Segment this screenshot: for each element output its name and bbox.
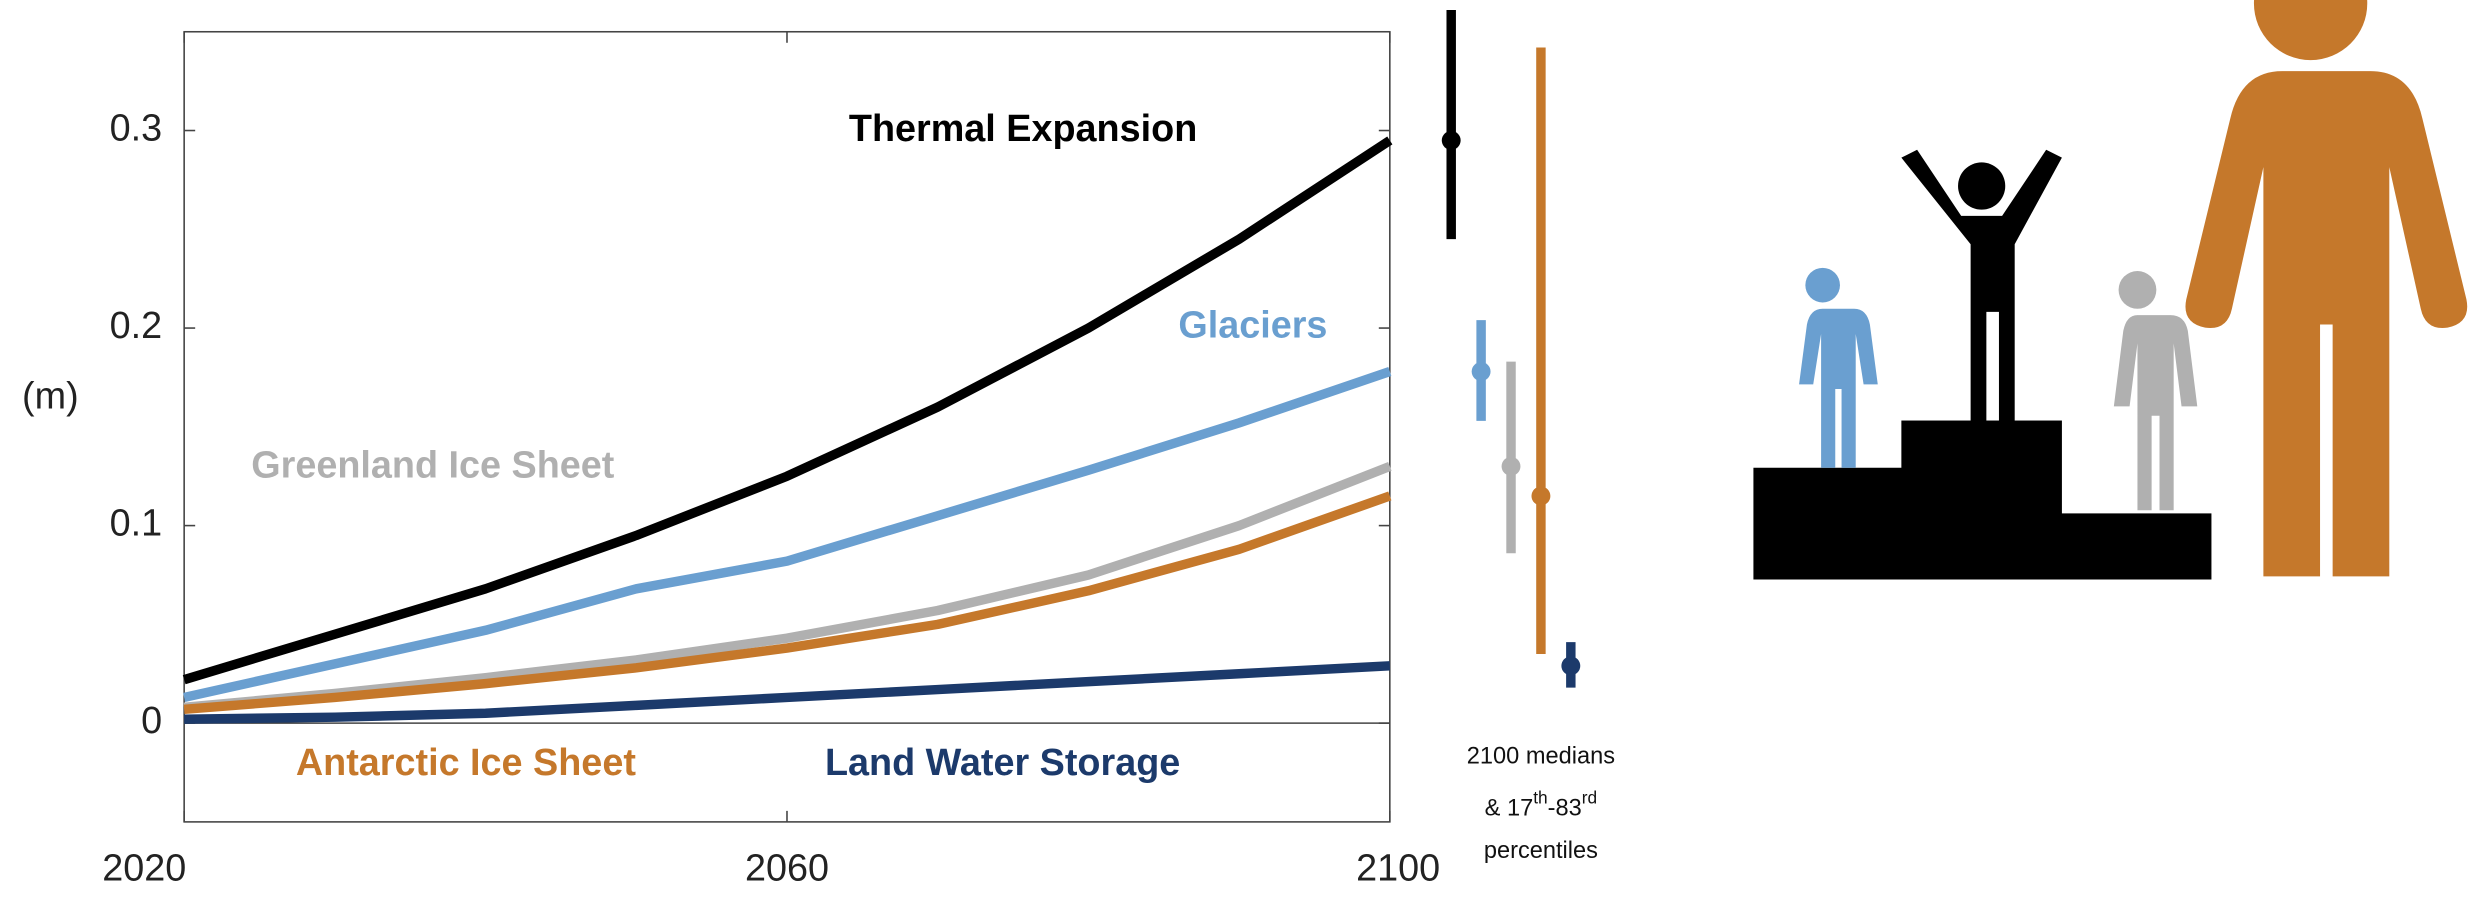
y-tick-label: 0.1 [110, 503, 163, 545]
x-tick-label: 2020 [102, 848, 186, 890]
podium-block [1901, 421, 2062, 580]
median-dot [1531, 487, 1550, 506]
chart: (m) 2100 medians & 17th-83rd percentiles… [0, 0, 2468, 893]
podium-block [1753, 468, 1904, 580]
series-label: Antarctic Ice Sheet [296, 742, 636, 784]
series-label: Thermal Expansion [849, 108, 1197, 150]
podium-illustration [1753, 0, 2467, 580]
annotation-sup: th [1533, 787, 1547, 807]
x-tick-label: 2100 [1356, 848, 1440, 890]
series-label: Land Water Storage [825, 742, 1180, 784]
annotation-part: & 17 [1485, 796, 1534, 822]
annotation: percentiles [1484, 838, 1598, 864]
series-label: Glaciers [1178, 305, 1327, 347]
person-icon [2185, 0, 2467, 576]
podium-block [2059, 513, 2212, 579]
median-dot [1561, 656, 1580, 675]
median-dot [1472, 362, 1491, 381]
person-icon [1791, 268, 1878, 468]
plot-frame [184, 32, 1390, 822]
person-icon [2104, 271, 2197, 510]
series-line [184, 140, 1390, 679]
median-dot [1502, 457, 1521, 476]
y-axis-label: (m) [22, 375, 79, 417]
annotation: 2100 medians [1467, 744, 1615, 770]
y-tick-label: 0.2 [110, 305, 163, 347]
y-tick-label: 0.3 [110, 108, 163, 150]
annotation-part: -83 [1548, 796, 1582, 822]
series-label: Greenland Ice Sheet [251, 445, 615, 487]
annotation: & 17th-83rd [1485, 787, 1597, 822]
annotation-sup: rd [1582, 787, 1597, 807]
x-tick-label: 2060 [745, 848, 829, 890]
person-icon [1901, 150, 2062, 422]
median-dot [1442, 131, 1461, 150]
y-tick-label: 0 [141, 700, 162, 742]
